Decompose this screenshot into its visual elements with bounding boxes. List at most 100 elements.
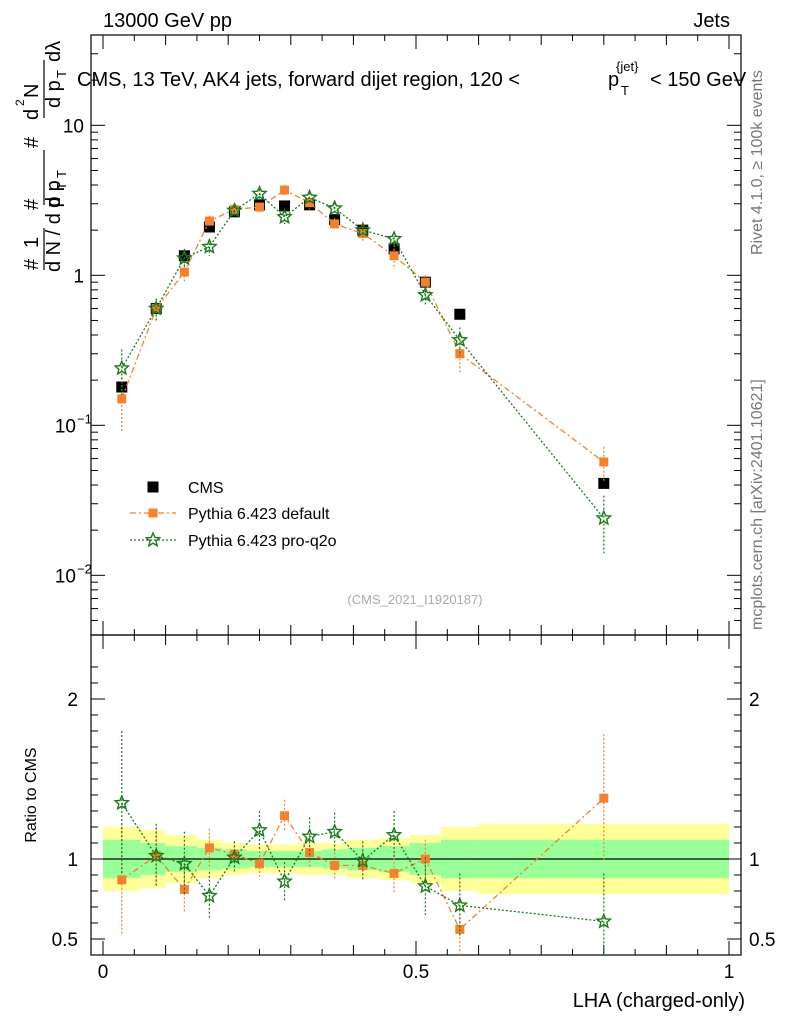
proq2o-ratio-point xyxy=(385,826,403,843)
default-point xyxy=(280,185,290,195)
y-tick-text: 10 xyxy=(55,566,76,587)
mcplots-label: mcplots.cern.ch [arXiv:2401.10621] xyxy=(749,379,766,630)
default-point xyxy=(255,202,264,212)
watermark: (CMS_2021_I1920187) xyxy=(347,592,482,607)
svg-text:1: 1 xyxy=(21,237,43,248)
default-line xyxy=(121,189,605,463)
proq2o-ratio-point xyxy=(226,848,243,865)
y-tick-exponent: −2 xyxy=(77,561,92,576)
y-axis-label: # 1 d N / d p T # d p T # d 2 N d p T dλ xyxy=(13,41,69,272)
cms-point xyxy=(598,477,610,489)
header-right: Jets xyxy=(693,10,730,32)
ratio-tick-label-right: 0.5 xyxy=(749,930,775,951)
default-point xyxy=(179,267,189,277)
proq2o-ratio-line xyxy=(121,802,604,923)
y-tick-label: 10 xyxy=(63,116,84,137)
ratio-bands xyxy=(103,823,729,895)
proq2o-ratio-point xyxy=(326,822,344,840)
x-tick-label: 0.5 xyxy=(403,962,429,983)
legend: CMS Pythia 6.423 default Pythia 6.423 pro-… xyxy=(130,480,337,550)
proq2o-point xyxy=(301,188,318,205)
default-ratio-line xyxy=(121,797,605,931)
svg-text:#: # xyxy=(21,258,43,270)
proq2o-point xyxy=(226,201,243,218)
proq2o-point xyxy=(595,509,613,526)
proq2o-ratio-point xyxy=(354,851,372,868)
svg-text:d p: d p xyxy=(43,80,65,108)
svg-text:#: # xyxy=(21,198,43,210)
proq2o-point xyxy=(416,286,434,303)
default-point xyxy=(455,349,465,359)
header-left: 13000 GeV pp xyxy=(103,10,232,32)
plot-title: CMS, 13 TeV, AK4 jets, forward dijet reg… xyxy=(77,59,747,98)
svg-text:dλ: dλ xyxy=(43,41,65,62)
y-tick-label: 1 xyxy=(73,266,84,287)
ratio-ylabel: Ratio to CMS xyxy=(23,747,40,842)
default-ratio-point xyxy=(599,793,609,803)
proq2o-point xyxy=(451,331,469,348)
y-tick-text: 1 xyxy=(73,266,84,287)
ratio-tick-label: 0.5 xyxy=(52,930,78,951)
ratio-tick-label: 2 xyxy=(67,690,78,711)
y-tick-text: 10 xyxy=(55,416,76,437)
cms-point xyxy=(203,221,215,233)
ratio-tick-label: 1 xyxy=(67,850,78,871)
default-ratio-point xyxy=(389,868,399,878)
svg-text:T: T xyxy=(54,182,69,190)
svg-text:2: 2 xyxy=(13,99,27,106)
svg-text:#: # xyxy=(21,136,43,148)
y-tick-text: 10 xyxy=(63,116,84,137)
proq2o-point xyxy=(385,230,403,246)
proq2o-point xyxy=(201,237,218,254)
proq2o-point xyxy=(113,359,131,376)
proq2o-point xyxy=(251,184,268,201)
svg-text:N: N xyxy=(21,84,43,98)
ratio-frame xyxy=(90,634,742,956)
proq2o-point xyxy=(326,199,344,216)
legend-default-marker xyxy=(148,508,158,518)
default-point xyxy=(204,216,214,226)
default-point xyxy=(420,277,430,287)
legend-label: Pythia 6.423 pro-q2o xyxy=(188,533,337,550)
rivet-label: Rivet 4.1.0, ≥ 100k events xyxy=(749,70,766,255)
y-tick-exponent: −1 xyxy=(77,411,92,426)
title-pt-sup: {jet} xyxy=(616,59,639,74)
series-layer xyxy=(113,184,613,955)
proq2o-ratio-point xyxy=(175,854,193,872)
default-ratio-point xyxy=(330,860,340,870)
proq2o-ratio-point xyxy=(451,896,469,913)
proq2o-ratio-point xyxy=(251,821,268,838)
proq2o-ratio-point xyxy=(595,912,613,929)
legend-cms-marker xyxy=(147,481,159,493)
default-ratio-point xyxy=(117,875,127,885)
cms-point xyxy=(178,250,190,262)
default-ratio-point xyxy=(280,811,290,821)
proq2o-ratio-point xyxy=(276,872,293,889)
legend-label: CMS xyxy=(188,480,224,497)
svg-text:T: T xyxy=(54,170,69,178)
title-pt-sub: T xyxy=(621,83,629,98)
title-pt: p xyxy=(608,69,619,91)
y-tick-label: 10 −2 xyxy=(55,561,92,587)
default-point xyxy=(229,204,239,214)
default-point xyxy=(389,251,399,261)
proq2o-point xyxy=(354,221,372,238)
proq2o-ratio-point xyxy=(416,877,434,894)
svg-text:d: d xyxy=(21,109,43,120)
x-tick-label: 1 xyxy=(724,962,735,983)
proq2o-ratio-point xyxy=(113,794,131,811)
default-ratio-point xyxy=(305,848,315,858)
default-point xyxy=(330,219,340,229)
default-point xyxy=(599,457,609,467)
default-ratio-point xyxy=(255,859,264,869)
legend-proq2o-marker xyxy=(144,531,162,548)
cms-point xyxy=(279,200,291,212)
ratio-tick-label-right: 2 xyxy=(749,690,760,711)
default-point xyxy=(117,394,127,404)
proq2o-line xyxy=(121,192,605,519)
title-end: < 150 GeV xyxy=(650,69,747,91)
x-tick-label: 0 xyxy=(98,962,109,983)
svg-text:T: T xyxy=(54,70,69,78)
